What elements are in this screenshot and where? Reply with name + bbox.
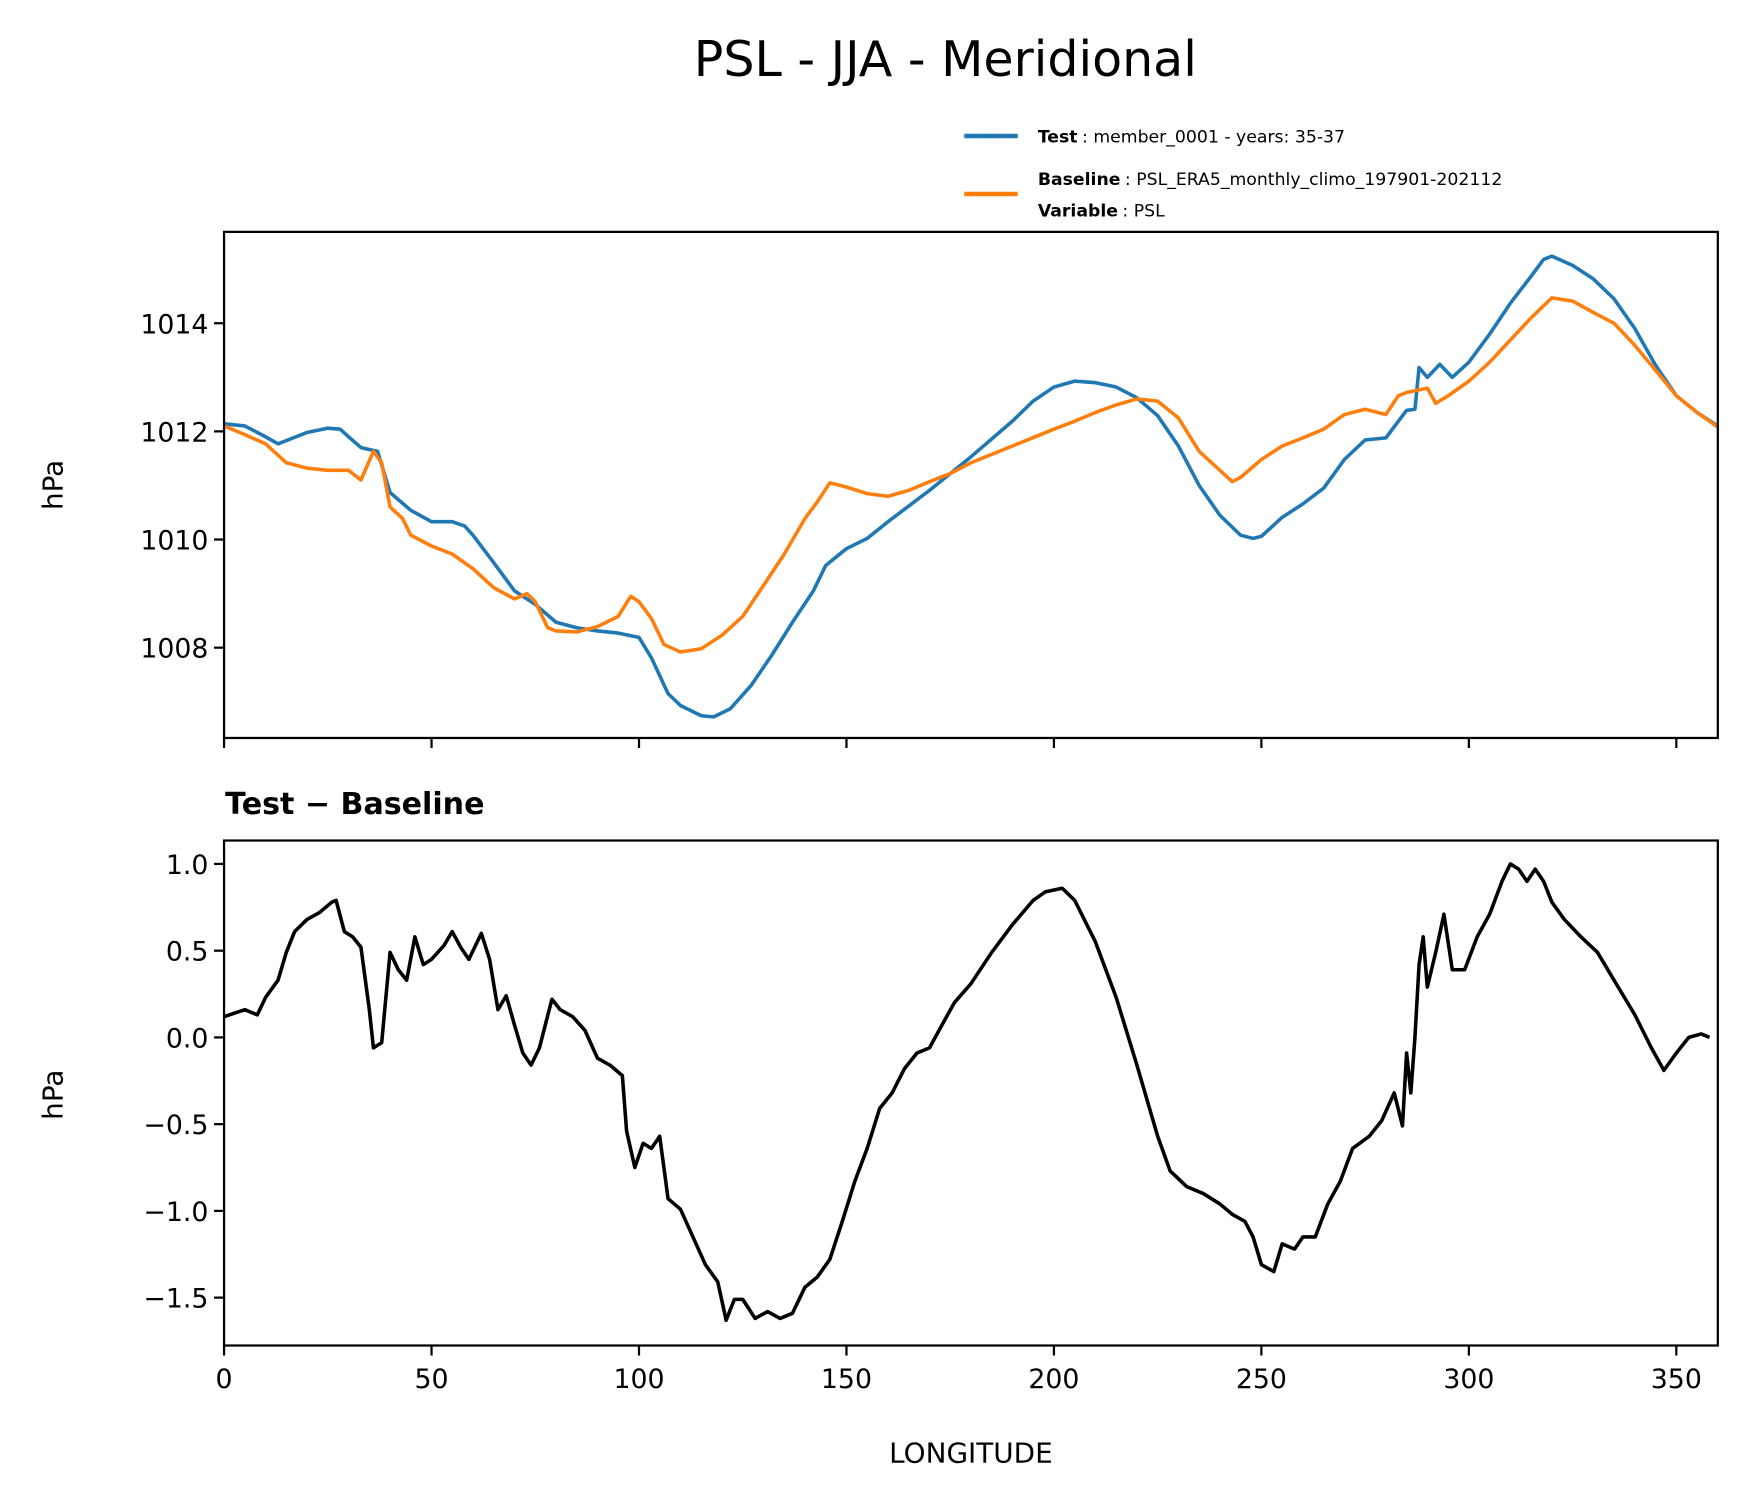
bottom-axes: 0 50 100 150 200 250 300 350 1.0 0.5 0.0 −0.5 −1.0 −1… [143, 839, 1719, 1395]
x-tick-label: 100 [613, 1364, 664, 1395]
legend-variable-label: Variable [1038, 201, 1118, 221]
legend: Test: member_0001 - years: 35-37 Baselin… [964, 128, 1503, 221]
x-tick-label: 350 [1651, 1364, 1702, 1395]
x-tick-label: 150 [821, 1364, 872, 1395]
y-tick-label: 1.0 [166, 850, 209, 881]
legend-variable-value: : PSL [1122, 201, 1165, 221]
y-tick-label: −0.5 [143, 1110, 208, 1141]
figure-title: PSL - JJA - Meridional [694, 30, 1197, 88]
x-tick-label: 0 [216, 1364, 233, 1395]
legend-test-value: : member_0001 - years: 35-37 [1082, 128, 1345, 148]
top-ylabel: hPa [36, 460, 69, 510]
bottom-axes-title: Test − Baseline [225, 787, 484, 822]
y-tick-label: −1.5 [143, 1284, 208, 1315]
series-line-test-baseline [223, 862, 1711, 1322]
svg-text:Test: member_0001 - years: 35-: Test: member_0001 - years: 35-37 [1038, 128, 1345, 148]
x-tick-label: 50 [415, 1364, 449, 1395]
svg-text:Baseline: PSL_ERA5_monthly_cli: Baseline: PSL_ERA5_monthly_climo_197901-… [1038, 170, 1503, 190]
legend-baseline-label: Baseline [1038, 170, 1121, 190]
y-tick-label: 1012 [140, 417, 208, 448]
y-tick-label: 0.0 [166, 1023, 209, 1054]
bottom-ylabel: hPa [36, 1070, 69, 1120]
x-tick-label: 200 [1028, 1364, 1079, 1395]
x-axis-label: LONGITUDE [889, 1437, 1053, 1470]
y-tick-label: 0.5 [166, 937, 209, 968]
svg-text:Variable: PSL: Variable: PSL [1038, 201, 1165, 221]
x-tick-label: 300 [1443, 1364, 1494, 1395]
top-axes: 1008 1010 1012 1014 [140, 230, 1719, 748]
y-tick-label: 1010 [140, 526, 208, 557]
series-line-baseline [223, 296, 1719, 654]
axes-frame [222, 230, 1719, 740]
y-tick-label: −1.0 [143, 1197, 208, 1228]
x-tick-label: 250 [1236, 1364, 1287, 1395]
series-line-test [223, 254, 1719, 719]
axes-frame [222, 839, 1719, 1347]
legend-test-label: Test [1038, 128, 1078, 148]
y-tick-label: 1008 [140, 634, 208, 665]
y-tick-label: 1014 [140, 309, 208, 340]
legend-baseline-value: : PSL_ERA5_monthly_climo_197901-202112 [1125, 170, 1502, 190]
